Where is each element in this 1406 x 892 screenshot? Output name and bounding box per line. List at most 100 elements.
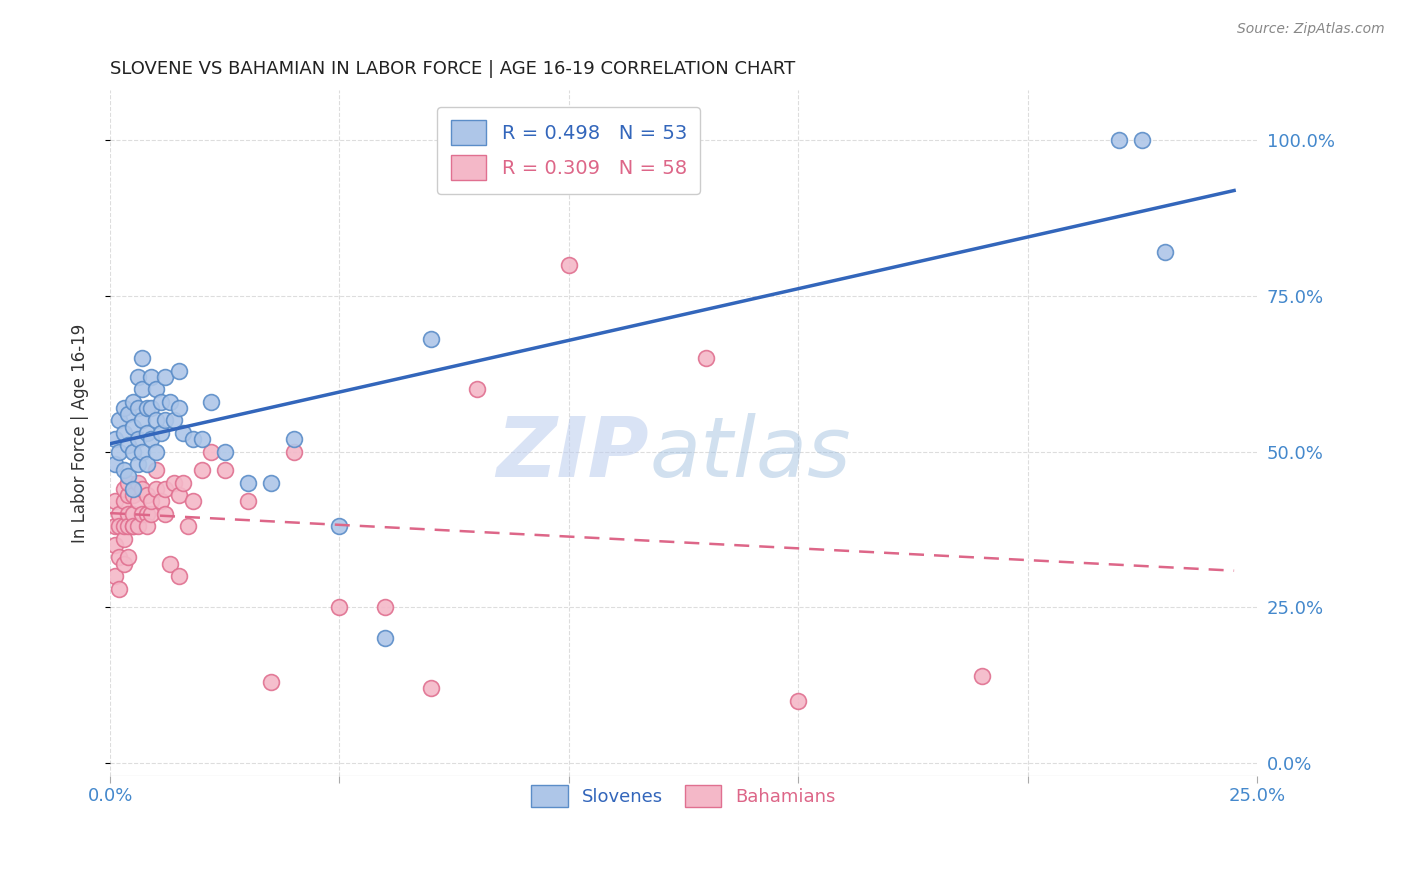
Point xyxy=(374,600,396,615)
Point xyxy=(135,401,157,415)
Point xyxy=(145,482,167,496)
Point xyxy=(127,494,149,508)
Point xyxy=(149,494,172,508)
Point xyxy=(131,444,153,458)
Point xyxy=(172,475,194,490)
Point xyxy=(112,482,135,496)
Point xyxy=(259,675,281,690)
Point xyxy=(191,432,214,446)
Point xyxy=(149,394,172,409)
Point xyxy=(159,557,181,571)
Point xyxy=(122,519,145,533)
Point xyxy=(127,457,149,471)
Point xyxy=(970,669,993,683)
Point xyxy=(112,463,135,477)
Point xyxy=(122,444,145,458)
Point xyxy=(236,475,259,490)
Point xyxy=(122,519,145,533)
Point xyxy=(1130,133,1153,147)
Point xyxy=(135,457,157,471)
Point xyxy=(112,519,135,533)
Point xyxy=(127,432,149,446)
Point xyxy=(141,494,163,508)
Point xyxy=(167,363,190,377)
Point xyxy=(283,432,305,446)
Point xyxy=(214,444,236,458)
Legend: Slovenes, Bahamians: Slovenes, Bahamians xyxy=(524,778,844,814)
Point xyxy=(374,632,396,646)
Point xyxy=(112,425,135,440)
Point xyxy=(122,488,145,502)
Point xyxy=(181,494,204,508)
Point xyxy=(127,519,149,533)
Point xyxy=(420,681,443,696)
Point xyxy=(141,432,163,446)
Point xyxy=(159,394,181,409)
Point xyxy=(328,519,350,533)
Point xyxy=(167,569,190,583)
Point xyxy=(122,419,145,434)
Point xyxy=(153,369,176,384)
Point xyxy=(236,494,259,508)
Text: SLOVENE VS BAHAMIAN IN LABOR FORCE | AGE 16-19 CORRELATION CHART: SLOVENE VS BAHAMIAN IN LABOR FORCE | AGE… xyxy=(110,60,796,78)
Point xyxy=(108,550,131,565)
Point xyxy=(104,457,127,471)
Text: ZIP: ZIP xyxy=(496,413,650,494)
Point xyxy=(108,507,131,521)
Point xyxy=(117,407,139,421)
Text: atlas: atlas xyxy=(650,413,851,494)
Point xyxy=(135,425,157,440)
Point xyxy=(127,369,149,384)
Point xyxy=(135,519,157,533)
Point xyxy=(153,507,176,521)
Point xyxy=(104,519,127,533)
Point xyxy=(153,413,176,427)
Point xyxy=(108,413,131,427)
Text: Source: ZipAtlas.com: Source: ZipAtlas.com xyxy=(1237,22,1385,37)
Point xyxy=(465,382,488,396)
Point xyxy=(191,463,214,477)
Y-axis label: In Labor Force | Age 16-19: In Labor Force | Age 16-19 xyxy=(72,323,89,542)
Point xyxy=(283,444,305,458)
Point xyxy=(558,258,581,272)
Point xyxy=(145,463,167,477)
Point xyxy=(200,444,222,458)
Point xyxy=(145,382,167,396)
Point xyxy=(135,488,157,502)
Point xyxy=(131,351,153,365)
Point xyxy=(108,444,131,458)
Point xyxy=(117,519,139,533)
Point xyxy=(112,494,135,508)
Point xyxy=(259,475,281,490)
Point xyxy=(145,444,167,458)
Point xyxy=(149,425,172,440)
Point xyxy=(181,432,204,446)
Point xyxy=(200,394,222,409)
Point xyxy=(328,600,350,615)
Point xyxy=(108,582,131,596)
Point xyxy=(104,569,127,583)
Point xyxy=(117,438,139,452)
Point xyxy=(112,401,135,415)
Point xyxy=(420,333,443,347)
Point xyxy=(117,469,139,483)
Point xyxy=(787,694,810,708)
Point xyxy=(104,494,127,508)
Point xyxy=(163,475,186,490)
Point xyxy=(135,507,157,521)
Point xyxy=(104,432,127,446)
Point xyxy=(131,413,153,427)
Point xyxy=(163,413,186,427)
Point xyxy=(172,425,194,440)
Point xyxy=(145,413,167,427)
Point xyxy=(117,475,139,490)
Point xyxy=(122,507,145,521)
Point xyxy=(122,482,145,496)
Point xyxy=(1108,133,1130,147)
Point xyxy=(117,550,139,565)
Point xyxy=(695,351,717,365)
Point xyxy=(127,475,149,490)
Point xyxy=(108,519,131,533)
Point xyxy=(1154,245,1177,260)
Point xyxy=(112,557,135,571)
